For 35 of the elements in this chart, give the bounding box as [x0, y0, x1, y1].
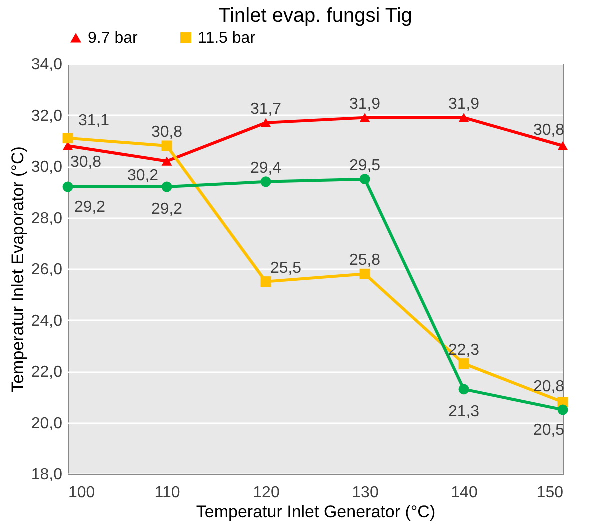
data-label: 25,8	[349, 252, 381, 270]
y-tick-label: 34,0	[31, 56, 63, 74]
data-label: 29,2	[151, 201, 183, 218]
legend-label: 11.5 bar	[198, 30, 256, 47]
y-tick-label: 30,0	[31, 159, 63, 176]
x-tick-label: 110	[154, 484, 180, 502]
x-axis-title: Temperatur Inlet Generator (°C)	[196, 502, 436, 522]
data-label: 31,9	[448, 96, 480, 113]
x-tick-label: 100	[68, 484, 96, 502]
data-label: 31,1	[78, 112, 110, 130]
y-tick-label: 26,0	[31, 262, 63, 278]
x-tick-label: 150	[536, 484, 564, 502]
legend-label: 9.7 bar	[88, 30, 138, 47]
data-label: 25,5	[270, 260, 302, 277]
data-label: 21,3	[448, 403, 480, 420]
y-tick-label: 32,0	[31, 108, 63, 125]
y-tick-label: 24,0	[31, 312, 63, 330]
y-tick-label: 28,0	[31, 210, 63, 228]
data-label: 29,5	[349, 157, 381, 174]
data-label: 22,3	[448, 342, 480, 359]
y-tick-label: 18,0	[31, 466, 63, 484]
data-label: 31,9	[349, 96, 381, 113]
y-tick-label: 20,0	[31, 415, 63, 432]
data-label: 29,2	[74, 199, 106, 216]
data-label: 29,4	[250, 160, 282, 177]
x-tick-label: 130	[352, 484, 379, 502]
y-tick-label: 22,0	[31, 364, 63, 381]
data-label: 30,8	[151, 124, 183, 141]
x-tick-label: 120	[253, 484, 280, 502]
chart-title: Tinlet evap. fungsi Tig	[218, 5, 412, 27]
data-label: 30,8	[70, 154, 102, 171]
x-tick-label: 140	[451, 484, 478, 502]
data-label: 30,2	[127, 167, 159, 184]
data-label: 31,7	[250, 100, 282, 118]
y-axis-title: Temperatur Inlet Evaporator (°C)	[8, 146, 28, 392]
